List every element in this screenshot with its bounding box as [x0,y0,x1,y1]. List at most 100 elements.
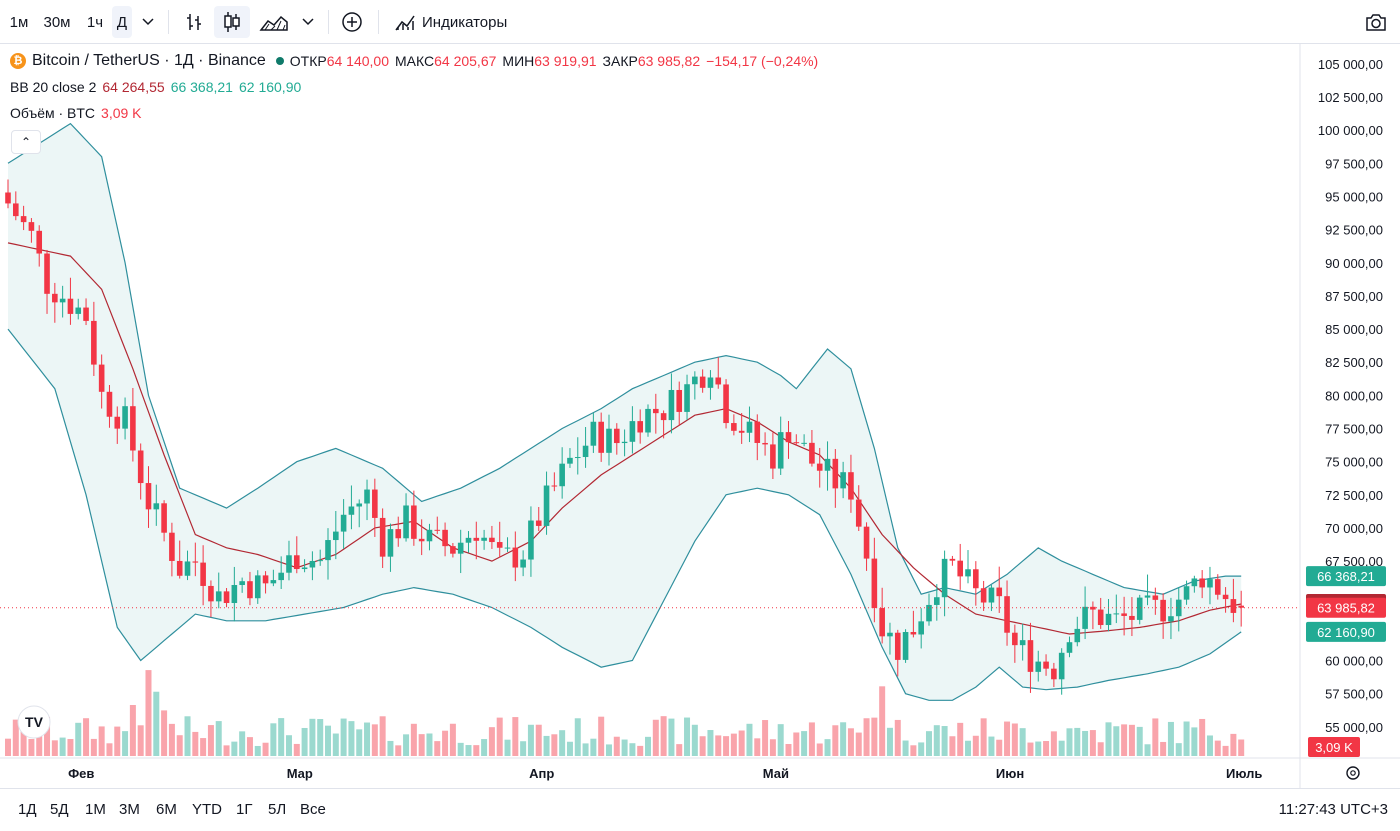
volume-bar [847,728,854,756]
volume-legend[interactable]: Объём · BTC 3,09 K [10,105,148,121]
volume-bar [1160,741,1167,756]
bb-legend[interactable]: BB 20 close 2 64 264,55 66 368,21 62 160… [10,79,307,95]
candles-icon [224,12,240,32]
candle-body [1105,613,1112,626]
y-tick-label: 95 000,00 [1325,189,1383,204]
indicators-icon [395,15,415,31]
range-5d-button[interactable]: 5Д [50,801,69,818]
volume-bar [356,729,363,756]
toolbar-divider [168,10,169,34]
candle-body [1004,596,1010,633]
candle-body [83,307,89,321]
interval-1m-button[interactable]: 1м [9,13,29,31]
chevron-up-icon: ⌃ [20,135,32,149]
high-label: МАКС [395,53,435,69]
range-1y-button[interactable]: 1Г [236,801,253,818]
range-1m-button[interactable]: 1М [85,801,106,818]
range-ytd-button[interactable]: YTD [192,801,222,818]
candles-chart-type-button[interactable] [214,6,250,38]
candle-body [1168,616,1174,622]
volume-bar [972,735,979,756]
volume-bar [1097,742,1104,756]
candle-body [871,558,878,609]
candle-body [387,529,394,557]
y-tick-label: 75 000,00 [1325,455,1383,470]
bottom-toolbar: 1Д 5Д 1М 3М 6М YTD 1Г 5Л Все 11:27:43 UT… [0,788,1400,831]
candle-body [457,542,464,554]
candle-body [91,320,97,365]
compare-symbol-button[interactable] [336,6,368,38]
candle-body [684,384,690,412]
candle-body [832,458,839,489]
volume-bar [1082,730,1089,756]
volume-bar [36,731,43,756]
candle-body [1043,661,1049,669]
candle-body [348,506,355,515]
bar-chart-type-button[interactable] [178,6,210,38]
volume-bar [1183,721,1190,756]
snapshot-button[interactable] [1360,6,1392,38]
volume-bar [145,670,152,756]
candle-body [122,406,128,429]
range-6m-button[interactable]: 6М [156,801,177,818]
interval-dropdown-button[interactable] [136,6,160,38]
range-1d-button[interactable]: 1Д [18,801,37,818]
interval-day-button[interactable]: Д [112,6,132,38]
candle-body [1066,642,1073,653]
volume-bar [457,742,464,756]
x-tick-label: Фев [68,766,94,781]
interval-1h-button[interactable]: 1ч [86,13,104,31]
candle-body [1199,578,1205,588]
range-all-button[interactable]: Все [300,801,326,818]
symbol-title[interactable]: Bitcoin / TetherUS · 1Д · Binance [32,52,266,69]
candle-body [1121,613,1127,616]
candle-body [1230,599,1237,613]
volume-bar [543,735,550,756]
candle-body [590,421,597,446]
candle-body [176,560,183,576]
candle-body [957,560,964,577]
candle-body [1222,594,1229,600]
volume-bar [902,740,909,756]
range-5y-button[interactable]: 5Л [268,801,287,818]
area-chart-type-button[interactable] [256,6,292,38]
candle-body [879,608,885,637]
candle-body [114,416,121,429]
range-3m-button[interactable]: 3М [119,801,140,818]
volume-bar [114,726,121,756]
chevron-down-icon [142,18,154,26]
y-tick-label: 85 000,00 [1325,322,1383,337]
candle-body [816,463,823,471]
volume-bar [886,727,893,756]
volume-bar [730,733,737,756]
candle-body [317,560,323,562]
candle-body [200,562,206,586]
volume-bar [808,722,815,756]
candle-body [653,408,659,414]
volume-bar [1058,740,1065,756]
candle-body [215,591,222,602]
volume-bar [933,725,940,756]
volume-bar [996,739,1003,756]
utc-clock[interactable]: 11:27:43 UTC+3 [1278,801,1388,818]
candle-body [59,298,66,303]
bb-label: BB 20 close 2 [10,79,97,95]
volume-bar [231,741,238,756]
plus-circle-icon [342,12,362,32]
volume-bar [918,742,925,756]
volume-bar [387,740,394,756]
gear-icon[interactable] [1346,766,1360,780]
volume-bar [1175,743,1182,756]
candle-body [738,430,745,433]
candle-body [1175,599,1182,617]
collapse-legend-button[interactable]: ⌃ [11,130,41,154]
candle-body [340,514,347,532]
interval-30m-button[interactable]: 30м [43,13,71,31]
indicators-button[interactable]: Индикаторы [388,6,524,38]
volume-bar [223,745,230,756]
candle-body [262,575,269,584]
x-tick-label: Май [763,766,789,781]
volume-bar [5,738,11,756]
chart-type-dropdown-button[interactable] [296,6,320,38]
price-chart[interactable]: 105 000,00 102 500,00 100 000,00 97 500,00 9… [0,44,1400,788]
